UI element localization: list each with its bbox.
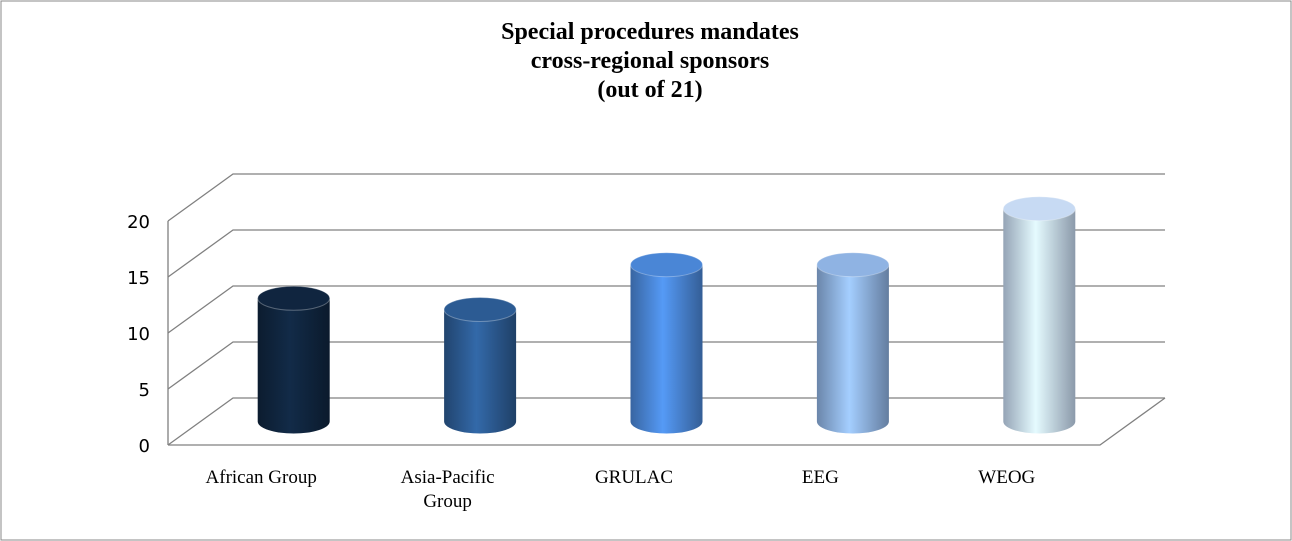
x-tick-label: GRULAC <box>594 467 674 488</box>
bar-top <box>443 297 517 322</box>
chart-title: Special procedures mandates <box>501 19 799 45</box>
bar <box>816 252 890 434</box>
floor <box>168 397 1166 446</box>
bar-body <box>816 264 889 434</box>
bar-body <box>630 264 703 434</box>
y-tick-label: 5 <box>139 380 150 401</box>
y-tick-label: 10 <box>127 324 150 345</box>
bar <box>1002 196 1076 434</box>
y-tick-label: 20 <box>127 212 150 233</box>
y-tick-label: 15 <box>127 268 150 289</box>
bar <box>257 285 331 434</box>
x-tick-label: WEOG <box>978 467 1036 488</box>
y-tick-label: 0 <box>139 436 150 457</box>
bar-body <box>257 298 330 434</box>
bar-top <box>816 252 890 278</box>
bar <box>443 297 517 434</box>
bar-body <box>1003 208 1076 434</box>
bar-top <box>257 285 331 311</box>
x-tick-label: Asia-Pacific Group <box>400 467 495 512</box>
bar-top <box>1002 196 1076 222</box>
x-tick-label: African Group <box>205 467 317 488</box>
chart-title: (out of 21) <box>597 77 703 103</box>
chart-title: cross-regional sponsors <box>530 48 770 74</box>
bar <box>630 252 703 434</box>
bar-body <box>444 309 517 434</box>
x-tick-label: EEG <box>801 467 839 488</box>
grid-line <box>167 229 1165 278</box>
grid-line <box>167 173 1165 222</box>
bar-top <box>630 252 703 278</box>
